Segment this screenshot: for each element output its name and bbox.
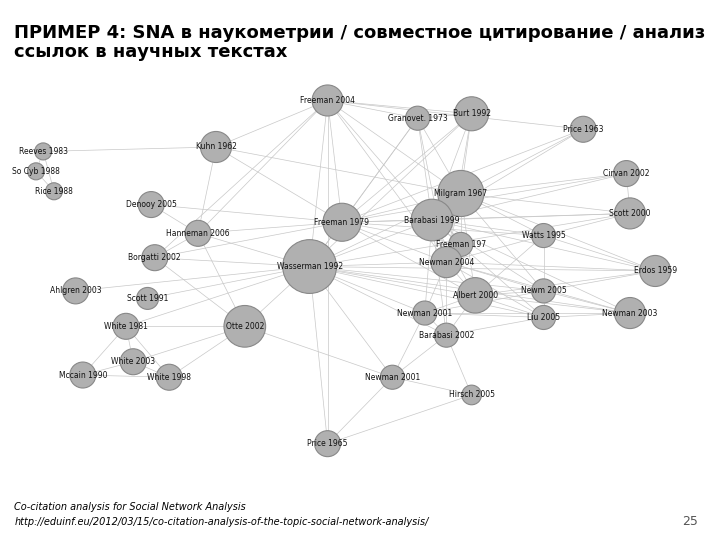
Text: Wasserman 1992: Wasserman 1992 xyxy=(276,262,343,271)
Text: Burt 1992: Burt 1992 xyxy=(453,109,490,118)
Text: Denooy 2005: Denooy 2005 xyxy=(126,200,176,209)
Text: Newman 2001: Newman 2001 xyxy=(365,373,420,382)
Text: So Cyb 1988: So Cyb 1988 xyxy=(12,167,60,176)
Point xyxy=(466,110,477,118)
Point xyxy=(621,169,632,178)
Text: Liu 2005: Liu 2005 xyxy=(527,313,560,322)
Point xyxy=(77,370,89,379)
Text: Newman 2004: Newman 2004 xyxy=(419,258,474,267)
Point xyxy=(30,167,42,176)
Point xyxy=(538,287,549,295)
Text: Cirvan 2002: Cirvan 2002 xyxy=(603,169,649,178)
Point xyxy=(120,322,132,330)
Point xyxy=(70,287,81,295)
Point xyxy=(624,309,636,318)
Text: Newm 2005: Newm 2005 xyxy=(521,286,567,295)
Point xyxy=(304,262,315,271)
Point xyxy=(149,253,161,262)
Point xyxy=(538,313,549,322)
Text: Freeman 1979: Freeman 1979 xyxy=(315,218,369,227)
Point xyxy=(624,209,636,218)
Point xyxy=(37,147,49,156)
Point xyxy=(48,187,60,195)
Text: Price 1965: Price 1965 xyxy=(307,439,348,448)
Text: Ahlgren 2003: Ahlgren 2003 xyxy=(50,286,102,295)
Point xyxy=(163,373,175,382)
Text: Borgatti 2002: Borgatti 2002 xyxy=(128,253,181,262)
Text: Erdos 1959: Erdos 1959 xyxy=(634,266,677,275)
Point xyxy=(538,231,549,240)
Point xyxy=(412,114,423,123)
Text: Albert 2000: Albert 2000 xyxy=(453,291,498,300)
Text: Barabasi 1999: Barabasi 1999 xyxy=(404,215,460,225)
Point xyxy=(192,229,204,238)
Point xyxy=(441,258,452,266)
Point xyxy=(455,240,467,249)
Text: ссылок в научных текстах: ссылок в научных текстах xyxy=(14,43,288,61)
Text: Freeman 197: Freeman 197 xyxy=(436,240,486,249)
Point xyxy=(419,309,431,318)
Text: Hanneman 2006: Hanneman 2006 xyxy=(166,229,230,238)
Point xyxy=(577,125,589,133)
Text: Watts 1995: Watts 1995 xyxy=(522,231,565,240)
Text: Hirsch 2005: Hirsch 2005 xyxy=(449,390,495,400)
Text: Newman 2001: Newman 2001 xyxy=(397,308,452,318)
Point xyxy=(469,291,481,300)
Point xyxy=(441,331,452,340)
Text: White 1998: White 1998 xyxy=(147,373,192,382)
Text: 25: 25 xyxy=(683,515,698,528)
Text: Scott 2000: Scott 2000 xyxy=(609,209,651,218)
Text: Scott 1991: Scott 1991 xyxy=(127,294,168,303)
Text: Freeman 2004: Freeman 2004 xyxy=(300,96,355,105)
Point xyxy=(387,373,398,382)
Point xyxy=(239,322,251,330)
Text: White 2003: White 2003 xyxy=(111,357,156,366)
Point xyxy=(466,390,477,399)
Text: Newman 2003: Newman 2003 xyxy=(603,308,657,318)
Text: Co-citation analysis for Social Network Analysis: Co-citation analysis for Social Network … xyxy=(14,502,246,512)
Point xyxy=(322,440,333,448)
Text: Granovet. 1973: Granovet. 1973 xyxy=(388,114,447,123)
Text: Price 1963: Price 1963 xyxy=(563,125,603,134)
Text: Rice 1988: Rice 1988 xyxy=(35,187,73,196)
Point xyxy=(127,357,139,366)
Text: White 1981: White 1981 xyxy=(104,322,148,331)
Point xyxy=(145,200,157,209)
Text: Otte 2002: Otte 2002 xyxy=(225,322,264,331)
Text: Kuhn 1962: Kuhn 1962 xyxy=(196,143,236,152)
Point xyxy=(336,218,348,227)
Point xyxy=(426,215,438,225)
Text: Barabasi 2002: Barabasi 2002 xyxy=(419,330,474,340)
Text: Mccain 1990: Mccain 1990 xyxy=(58,370,107,380)
Text: Milgram 1967: Milgram 1967 xyxy=(434,189,487,198)
Text: Reeves 1983: Reeves 1983 xyxy=(19,147,68,156)
Point xyxy=(322,96,333,105)
Point xyxy=(210,143,222,151)
Point xyxy=(142,294,153,303)
Text: ПРИМЕР 4: SNA в наукометрии / совместное цитирование / анализ: ПРИМЕР 4: SNA в наукометрии / совместное… xyxy=(14,24,706,42)
Point xyxy=(649,267,661,275)
Text: http://eduinf.eu/2012/03/15/co-citation-analysis-of-the-topic-social-network-ana: http://eduinf.eu/2012/03/15/co-citation-… xyxy=(14,517,429,527)
Point xyxy=(455,189,467,198)
